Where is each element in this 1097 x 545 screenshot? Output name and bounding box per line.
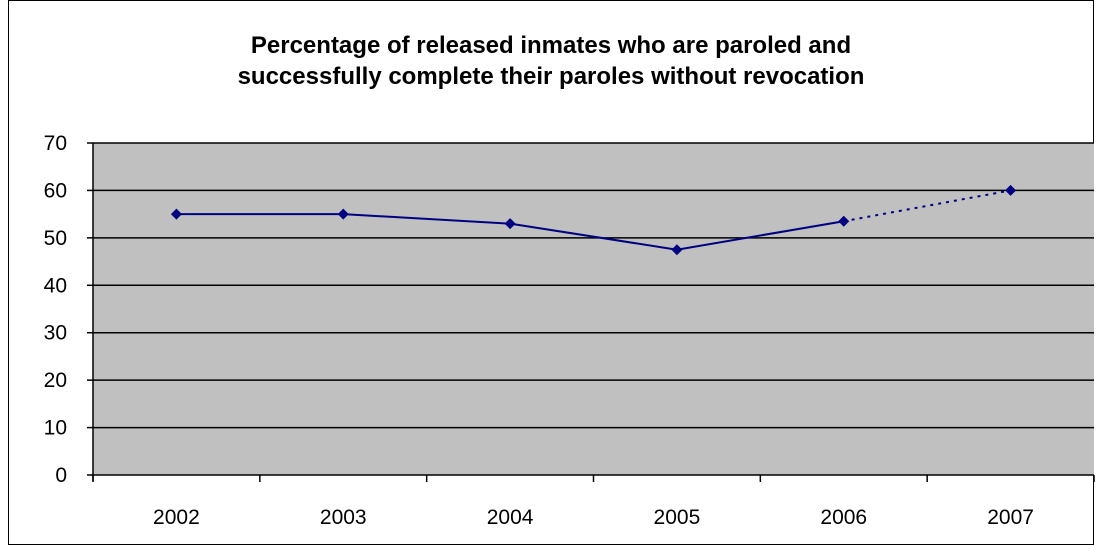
x-tick-label-2003: 2003 bbox=[320, 506, 367, 529]
plot-area bbox=[93, 143, 1094, 475]
data-markers bbox=[170, 184, 1017, 256]
chart-title: Percentage of released inmates who are p… bbox=[8, 30, 1094, 92]
data-point-2005 bbox=[671, 244, 683, 256]
y-tick-label-60: 60 bbox=[44, 179, 67, 202]
y-tick-label-0: 0 bbox=[55, 464, 67, 487]
y-axis-ticks: 0 10 20 30 40 50 60 70 bbox=[44, 132, 93, 487]
x-tick-label-2006: 2006 bbox=[820, 506, 867, 529]
data-point-2002 bbox=[170, 208, 182, 220]
x-tick-label-2004: 2004 bbox=[487, 506, 534, 529]
chart-title-line-1: Percentage of released inmates who are p… bbox=[250, 32, 852, 59]
gridlines bbox=[93, 142, 1094, 429]
x-axis-ticks: 2002 2003 2004 2005 2006 2007 bbox=[92, 475, 1095, 529]
chart-title-line-2: successfully complete their paroles with… bbox=[237, 63, 865, 90]
y-tick-label-30: 30 bbox=[44, 322, 67, 345]
data-point-2004 bbox=[504, 218, 516, 230]
data-point-2006 bbox=[838, 215, 850, 227]
y-tick-label-10: 10 bbox=[44, 417, 67, 440]
data-point-2007 bbox=[1005, 184, 1017, 196]
y-tick-label-20: 20 bbox=[44, 369, 67, 392]
y-tick-label-70: 70 bbox=[44, 132, 67, 155]
x-tick-label-2005: 2005 bbox=[654, 506, 701, 529]
x-tick-label-2007: 2007 bbox=[987, 506, 1034, 529]
data-point-2003 bbox=[337, 208, 349, 220]
y-tick-label-50: 50 bbox=[44, 227, 67, 250]
y-tick-label-40: 40 bbox=[44, 274, 67, 297]
x-tick-label-2002: 2002 bbox=[153, 506, 200, 529]
